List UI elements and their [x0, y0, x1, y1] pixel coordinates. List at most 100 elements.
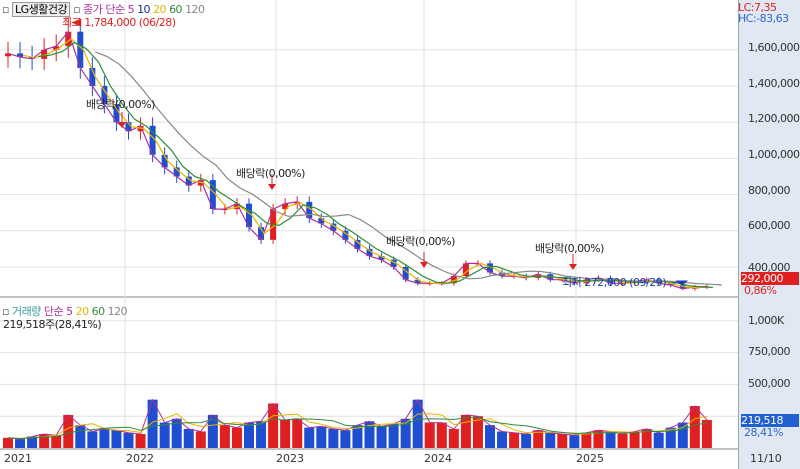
volume-bar: [472, 416, 483, 448]
y-tick: 1,600,000: [748, 41, 800, 54]
volume-summary: 219,518주(28,41%): [3, 318, 102, 331]
candle: [185, 176, 192, 186]
candle: [65, 31, 72, 47]
current-price-badge: 292,000: [741, 272, 799, 285]
vol-ma-legend-label: 단순: [43, 305, 64, 318]
dividend-annotation: 배당락(0,00%): [386, 235, 455, 248]
volume-bar: [376, 426, 387, 448]
volume-bar: [256, 421, 267, 448]
low-arrow-icon: [672, 280, 689, 286]
candle: [5, 53, 11, 57]
candle: [258, 227, 265, 240]
volume-bar: [521, 434, 532, 448]
volume-bar: [219, 425, 230, 448]
x-tick: 2024: [424, 452, 452, 465]
volume-bar: [545, 432, 556, 448]
vol-y-tick: 1,000K: [748, 314, 784, 327]
candle: [29, 57, 36, 59]
volume-label: 거래량: [11, 305, 41, 318]
current-change: 0,86%: [744, 284, 777, 297]
symbol-label[interactable]: LG생활건강: [11, 2, 71, 17]
ma5-label: 5: [127, 3, 135, 16]
candle: [53, 46, 60, 50]
volume-bar: [605, 431, 616, 448]
volume-bar: [63, 414, 74, 448]
x-tick: 2022: [126, 452, 154, 465]
dividend-arrow-icon: [268, 184, 276, 190]
volume-bar: [171, 418, 182, 448]
volume-bar: [207, 414, 218, 448]
volume-bar: [581, 432, 592, 448]
volume-bar: [424, 422, 435, 448]
volume-bar: [123, 432, 134, 448]
candle: [17, 53, 24, 58]
volume-bar: [39, 434, 50, 448]
volume-bar: [27, 436, 38, 448]
volume-bar: [436, 422, 447, 448]
y-tick: 1,000,000: [748, 148, 800, 161]
vol-ma5-label: 5: [66, 305, 73, 318]
volume-bar: [340, 430, 351, 448]
ma-line: [95, 51, 722, 286]
candle: [330, 223, 337, 231]
volume-bar: [352, 425, 363, 448]
x-tick: 2023: [276, 452, 304, 465]
candle: [125, 122, 132, 132]
candle: [462, 263, 469, 277]
volume-bar: [689, 406, 700, 448]
ma20-label: 20: [153, 3, 167, 16]
candle: [41, 49, 48, 59]
candle: [282, 203, 289, 210]
ma-legend-label: 종가 단순: [83, 3, 125, 16]
high-arrow-icon: [71, 18, 82, 27]
volume-bar: [280, 420, 291, 448]
dividend-annotation: 배당락(0,00%): [236, 167, 305, 180]
volume-legend: ▫ 거래량 단순 5 20 60 120: [2, 305, 128, 318]
volume-bar: [231, 427, 242, 448]
ma120-label: 120: [185, 3, 205, 16]
volume-bar: [292, 418, 303, 448]
volume-bar: [701, 420, 712, 448]
ma60-label: 60: [169, 3, 183, 16]
high-annotation: 최고 1,784,000 (06/28): [62, 16, 176, 29]
candle: [354, 239, 361, 249]
volume-bar: [304, 427, 315, 448]
candle: [402, 267, 409, 280]
volume-bar: [147, 399, 158, 448]
volume-bar: [653, 432, 664, 448]
volume-ma-line: [7, 413, 708, 440]
volume-bar: [569, 435, 580, 448]
volume-bar: [183, 428, 194, 448]
candle: [89, 67, 96, 86]
ma10-label: 10: [137, 3, 151, 16]
volume-bar: [135, 434, 146, 448]
candle: [77, 31, 84, 68]
y-tick: 800,000: [748, 184, 791, 197]
price-legend: ▫ LG생활건강 ▫ 종가 단순 5 10 20 60 120: [2, 2, 205, 17]
y-tick: 600,000: [748, 219, 791, 232]
vol-y-tick: 750,000: [748, 345, 791, 358]
price-axis: [738, 0, 800, 469]
candle: [246, 203, 252, 228]
volume-bar: [641, 428, 652, 448]
candle: [209, 180, 216, 210]
volume-bar: [412, 399, 423, 448]
volume-bar: [268, 403, 279, 448]
candle: [342, 230, 349, 240]
x-tick: 2025: [576, 452, 604, 465]
y-tick: 1,400,000: [748, 77, 800, 90]
volume-bar: [509, 432, 520, 448]
volume-bar: [195, 431, 206, 448]
ma-line: [38, 41, 713, 288]
volume-bar: [328, 428, 339, 448]
candle: [366, 248, 373, 257]
volume-bar: [400, 418, 411, 448]
y-tick: 1,200,000: [748, 112, 800, 125]
hc-label: HC:-83,63: [738, 12, 789, 25]
candle: [306, 201, 313, 219]
candle: [101, 86, 108, 105]
candle: [318, 218, 325, 224]
volume-bar: [87, 431, 98, 448]
